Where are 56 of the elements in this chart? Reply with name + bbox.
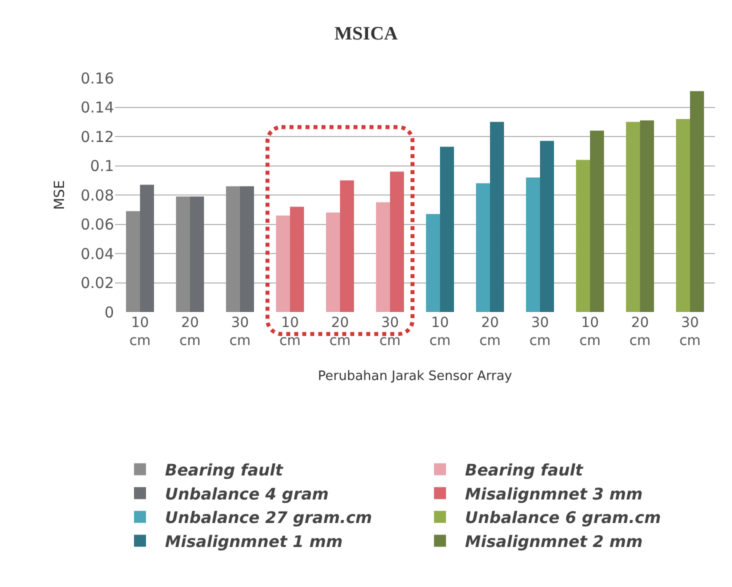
bar	[576, 160, 590, 312]
bar	[140, 184, 154, 312]
x-tick-label: 10 cm	[579, 315, 601, 350]
x-tick-label: 30 cm	[529, 315, 551, 350]
legend-label: Misalignmnet 1 mm	[165, 532, 343, 551]
x-tick-label: 30 cm	[379, 315, 401, 350]
x-tick-label: 10 cm	[429, 315, 451, 350]
x-tick-label: 10 cm	[129, 315, 151, 350]
chart-title: MSICA	[334, 24, 398, 45]
bar	[526, 177, 540, 312]
bar	[676, 118, 690, 312]
y-tick-label: 0.1	[90, 157, 114, 175]
bar	[476, 183, 490, 312]
y-axis-title: MSE	[52, 180, 68, 210]
x-axis-title: Perubahan Jarak Sensor Array	[318, 368, 512, 384]
bar	[126, 211, 140, 312]
y-tick-label: 0.16	[80, 69, 114, 88]
x-tick-label: 20 cm	[329, 315, 351, 350]
bar	[640, 120, 654, 312]
legend-label: Misalignmnet 2 mm	[465, 532, 643, 551]
x-tick-label: 30 cm	[679, 315, 701, 350]
x-tick-label: 20 cm	[179, 315, 201, 350]
legend-label: Unbalance 4 gram	[165, 484, 329, 504]
bar	[540, 140, 554, 312]
y-tick-label: 0.04	[80, 244, 114, 263]
legend-label: Bearing fault	[465, 460, 584, 480]
y-tick-label: 0.02	[80, 274, 114, 292]
bar	[290, 206, 304, 312]
legend-label: Unbalance 27 gram.cm	[165, 508, 372, 528]
bar	[240, 186, 254, 312]
bar	[590, 130, 604, 312]
legend-label: Unbalance 6 gram.cm	[465, 508, 661, 528]
bar	[490, 122, 504, 312]
bar	[326, 212, 340, 312]
y-tick-label: 0.08	[80, 186, 114, 204]
bar	[340, 180, 354, 312]
x-tick-label: 30 cm	[229, 315, 251, 350]
legend-label: Misalignmnet 3 mm	[465, 484, 643, 504]
legend-label: Bearing fault	[165, 460, 284, 480]
bar	[390, 172, 404, 312]
y-tick-label: 0.14	[80, 98, 114, 116]
y-tick-label: 0	[104, 303, 114, 322]
bar	[426, 214, 440, 312]
bar	[176, 196, 190, 312]
y-tick-label: 0.12	[80, 128, 114, 146]
y-tick-label: 0.06	[80, 216, 114, 234]
bar	[440, 146, 454, 312]
bar	[690, 91, 704, 312]
bar	[226, 186, 240, 312]
bar	[626, 122, 640, 312]
x-tick-label: 20 cm	[479, 315, 501, 350]
x-tick-label: 20 cm	[629, 315, 651, 350]
bar	[190, 196, 204, 312]
bar	[376, 202, 390, 312]
x-tick-label: 10 cm	[279, 315, 301, 350]
bar	[276, 215, 290, 312]
